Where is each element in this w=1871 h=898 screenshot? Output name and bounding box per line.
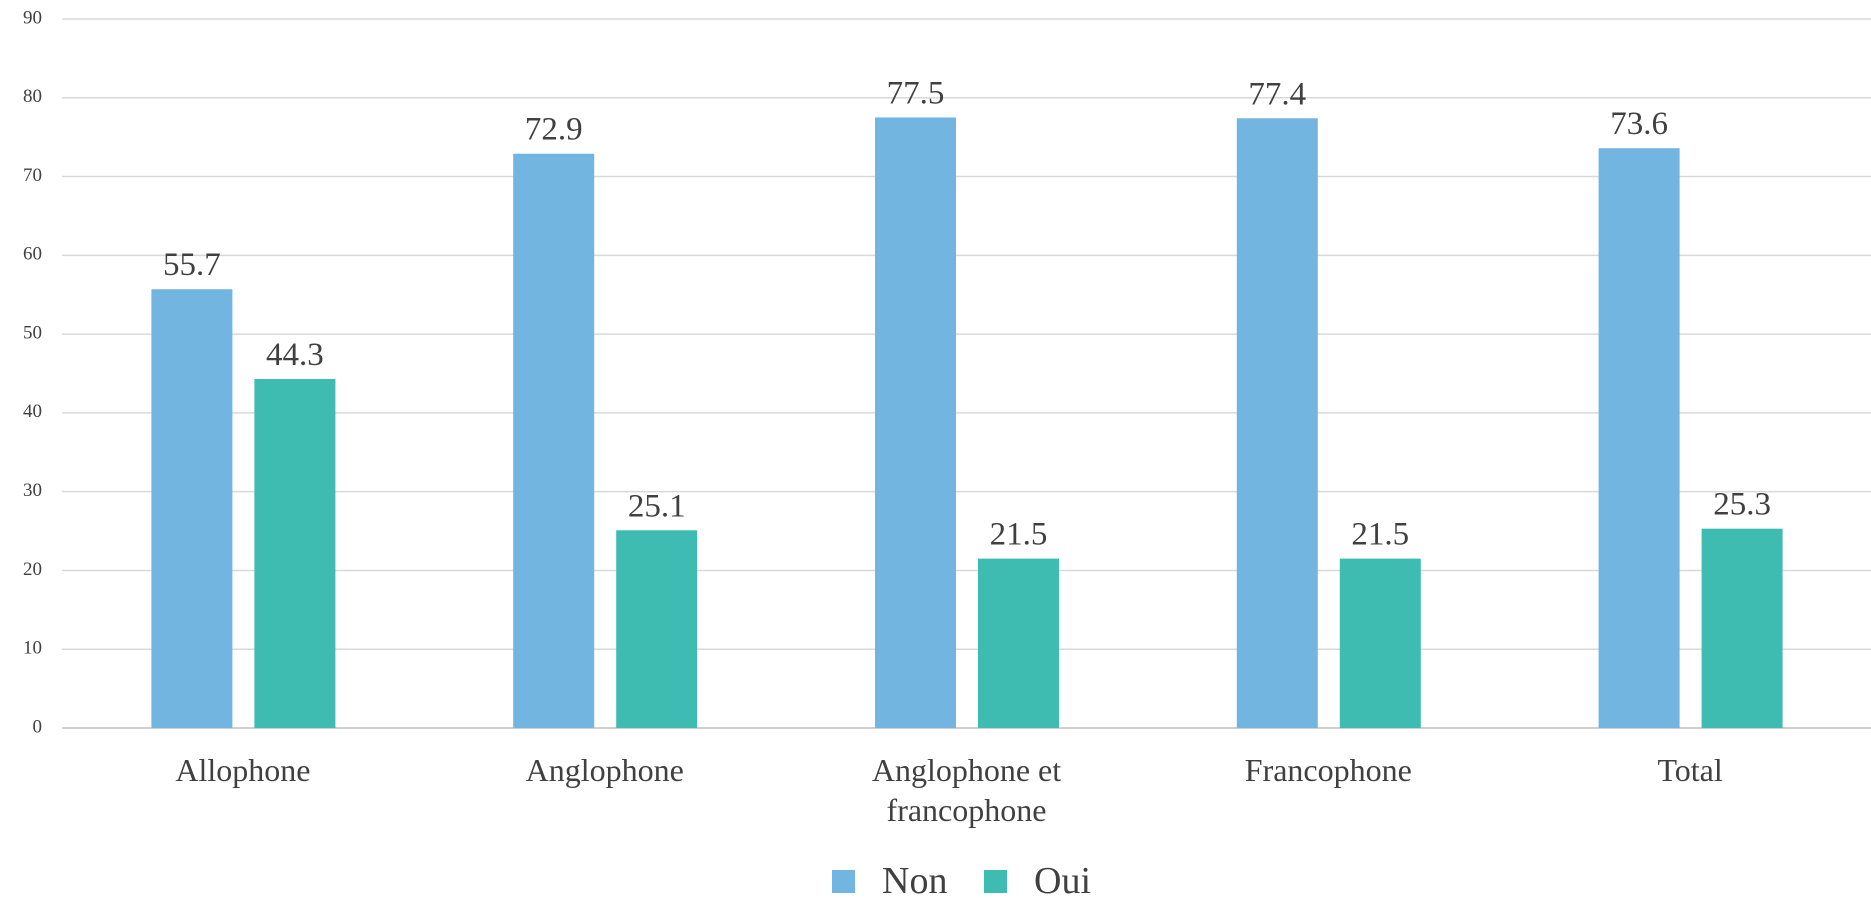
data-label: 55.7 bbox=[163, 247, 221, 283]
data-label: 72.9 bbox=[525, 112, 583, 148]
bar bbox=[254, 379, 336, 728]
bar bbox=[616, 530, 698, 728]
x-tick-label: Francophone bbox=[1244, 752, 1412, 788]
legend-label: Oui bbox=[1034, 860, 1091, 898]
y-tick-label: 40 bbox=[23, 401, 42, 422]
x-tick-label: Anglophone bbox=[525, 752, 684, 788]
x-tick-label: Total bbox=[1657, 752, 1723, 788]
legend-label: Non bbox=[882, 860, 947, 898]
y-tick-label: 30 bbox=[23, 480, 42, 501]
bar bbox=[1236, 118, 1318, 728]
y-tick-label: 20 bbox=[23, 559, 42, 580]
legend-swatch bbox=[984, 870, 1007, 893]
data-label: 44.3 bbox=[266, 337, 324, 373]
data-label: 25.3 bbox=[1713, 487, 1771, 523]
data-label: 25.1 bbox=[628, 488, 686, 524]
legend-swatch bbox=[832, 870, 855, 893]
bar bbox=[875, 117, 956, 728]
bar bbox=[1701, 528, 1783, 728]
y-tick-label: 60 bbox=[23, 244, 42, 265]
y-tick-label: 80 bbox=[23, 86, 42, 107]
y-tick-label: 90 bbox=[23, 7, 42, 28]
data-label: 21.5 bbox=[990, 517, 1048, 553]
bar bbox=[1339, 558, 1421, 728]
data-label: 21.5 bbox=[1351, 517, 1409, 553]
data-label: 73.6 bbox=[1610, 106, 1668, 142]
x-tick-label: Anglophone et francophone bbox=[871, 752, 1062, 828]
bar bbox=[513, 153, 595, 728]
bar bbox=[151, 289, 233, 728]
y-tick-label: 50 bbox=[23, 322, 42, 343]
y-tick-label: 70 bbox=[23, 165, 42, 186]
bar bbox=[1598, 148, 1680, 728]
bar bbox=[978, 558, 1059, 728]
data-label: 77.5 bbox=[887, 75, 945, 111]
x-tick-label: Allophone bbox=[175, 752, 311, 788]
data-label: 77.4 bbox=[1248, 76, 1306, 112]
y-tick-label: 10 bbox=[23, 638, 42, 659]
y-tick-label: 0 bbox=[33, 716, 43, 737]
